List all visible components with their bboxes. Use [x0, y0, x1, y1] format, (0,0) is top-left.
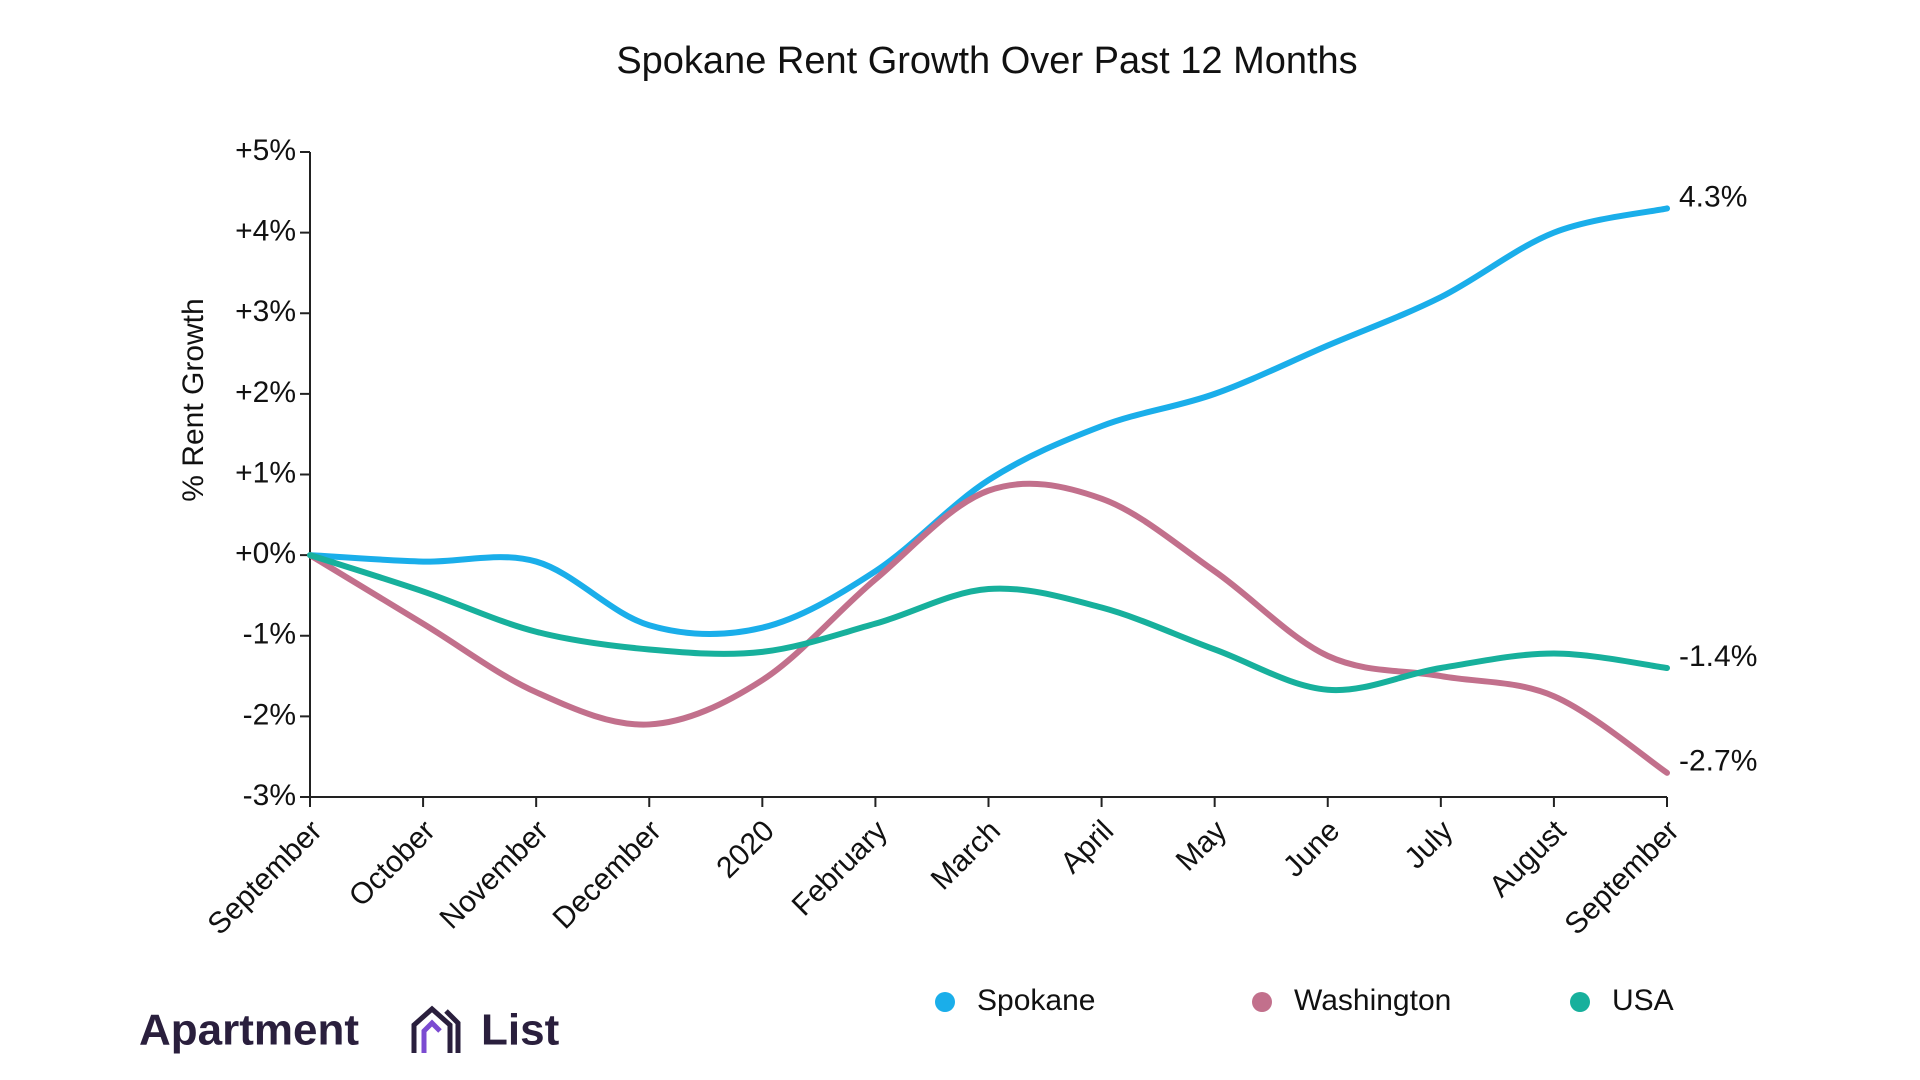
series-line: [307, 552, 1670, 694]
y-tick-label: +3%: [235, 295, 296, 328]
y-tick-label: +1%: [235, 456, 296, 489]
x-tick-label: September: [1558, 814, 1685, 941]
chart-title: Spokane Rent Growth Over Past 12 Months: [616, 40, 1357, 82]
x-tick-label: September: [201, 814, 328, 941]
x-tick-label: April: [1054, 814, 1120, 880]
x-tick-label: July: [1398, 814, 1459, 875]
x-tick-label: August: [1483, 814, 1573, 904]
y-tick-label: +0%: [235, 537, 296, 570]
legend-marker: [1252, 992, 1272, 1012]
value-label: -2.7%: [1679, 745, 1757, 778]
legend-label: USA: [1612, 984, 1674, 1017]
legend-marker: [935, 992, 955, 1012]
brand-text: Apartment: [139, 1006, 359, 1055]
legend-label: Washington: [1294, 984, 1451, 1017]
x-tick-label: February: [786, 814, 894, 922]
x-tick-label: November: [434, 814, 555, 935]
legend-marker: [1570, 992, 1590, 1012]
y-tick-label: +2%: [235, 376, 296, 409]
brand-logo: Apartment List: [139, 1006, 560, 1055]
x-tick-label: June: [1277, 814, 1346, 883]
y-tick-label: +4%: [235, 215, 296, 248]
y-tick-label: -2%: [243, 698, 296, 731]
series-line: [307, 205, 1670, 638]
y-tick-label: -3%: [243, 779, 296, 812]
x-tick-label: 2020: [710, 814, 781, 885]
brand-text: List: [481, 1006, 560, 1055]
y-axis-label: % Rent Growth: [177, 298, 210, 501]
brand-icon: [411, 1005, 461, 1053]
value-label: 4.3%: [1679, 180, 1747, 213]
x-tick-label: May: [1170, 814, 1233, 877]
y-tick-label: +5%: [235, 134, 296, 167]
y-tick-label: -1%: [243, 618, 296, 651]
value-label: -1.4%: [1679, 640, 1757, 673]
x-tick-label: March: [925, 814, 1007, 896]
series-line: [307, 480, 1670, 776]
x-tick-label: October: [343, 814, 442, 913]
x-tick-label: December: [547, 814, 668, 935]
legend-label: Spokane: [977, 984, 1095, 1017]
